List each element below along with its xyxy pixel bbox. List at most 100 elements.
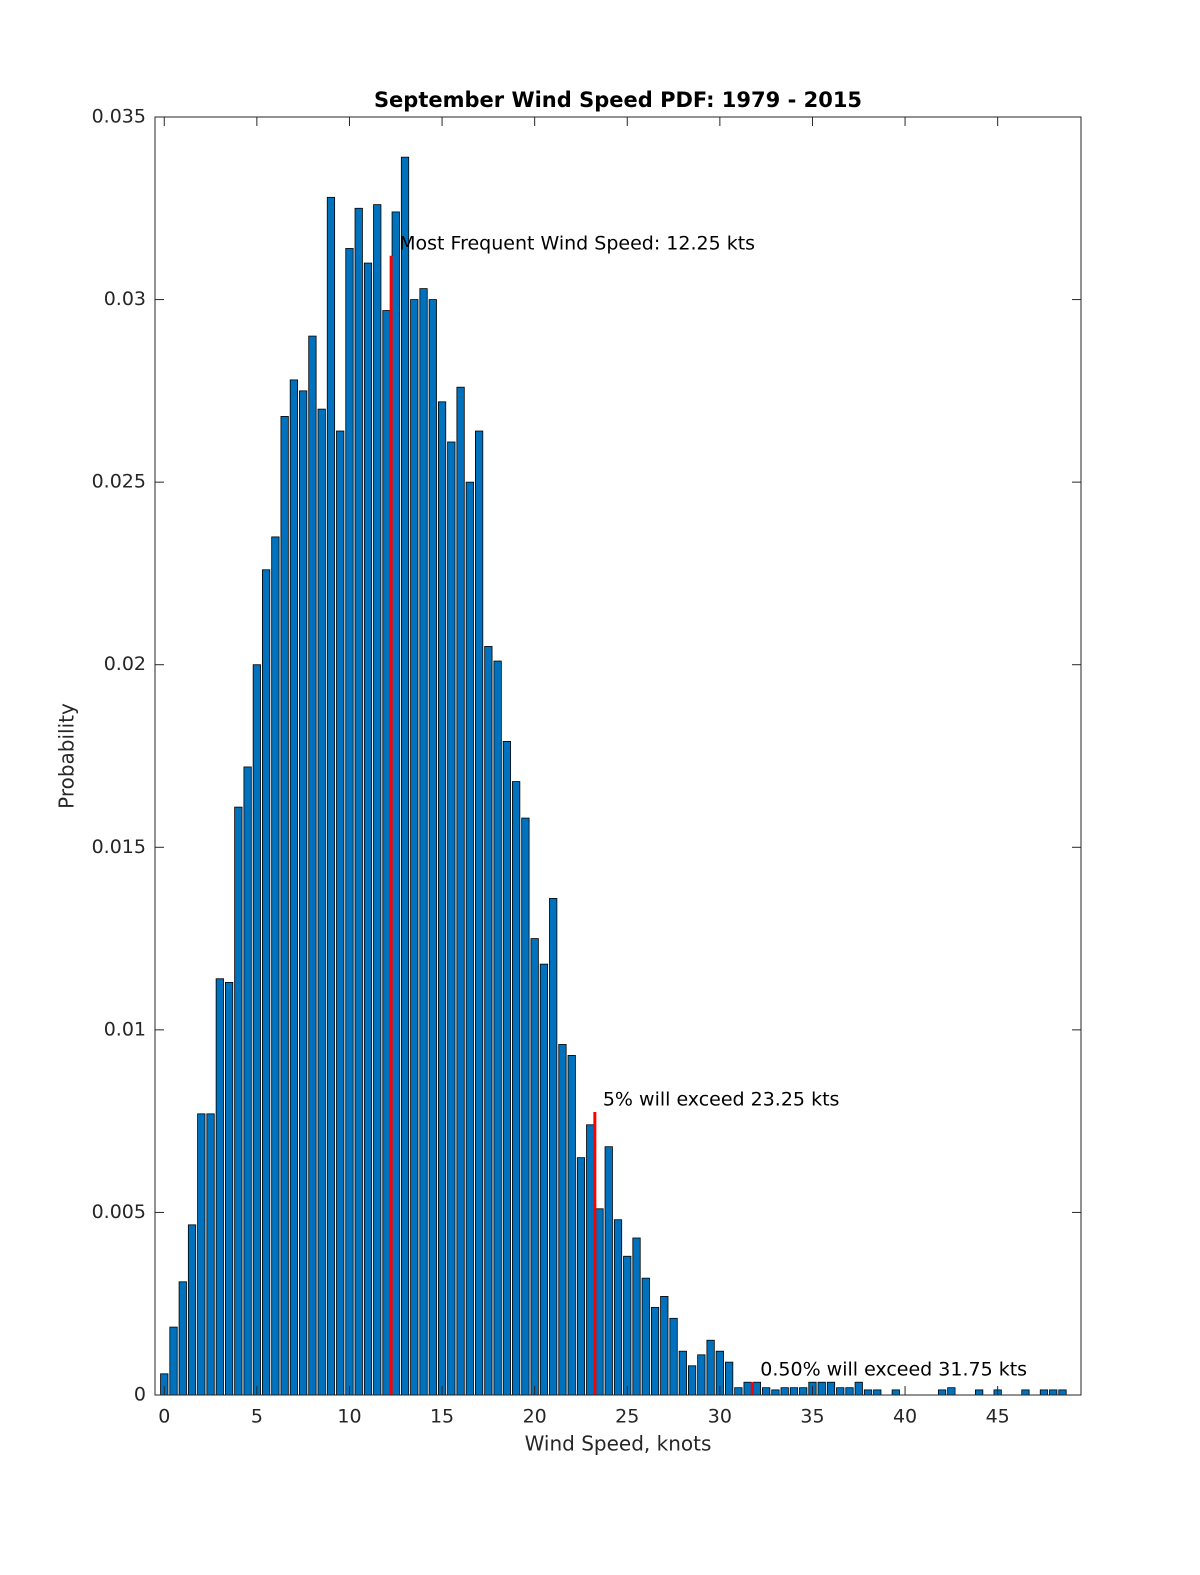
bar — [567, 1055, 576, 1396]
bar — [1039, 1389, 1049, 1396]
x-tick-label: 35 — [800, 1406, 824, 1428]
x-tick-label: 0 — [158, 1406, 170, 1428]
bar — [530, 938, 539, 1396]
y-tick-label: 0.035 — [92, 106, 146, 128]
x-tick-label: 45 — [986, 1406, 1010, 1428]
bar — [623, 1255, 632, 1396]
x-tick-label: 20 — [523, 1406, 547, 1428]
x-tick-label: 10 — [337, 1406, 361, 1428]
bar — [326, 196, 336, 1396]
bar — [669, 1317, 678, 1396]
x-tick-label: 40 — [893, 1406, 917, 1428]
bar — [826, 1381, 836, 1396]
y-axis-label: Probability — [55, 703, 79, 809]
bar — [873, 1389, 882, 1396]
bar — [484, 646, 493, 1396]
bar — [854, 1381, 863, 1396]
bar — [937, 1389, 947, 1396]
bar — [187, 1224, 197, 1396]
bar — [975, 1389, 984, 1396]
bar — [363, 262, 373, 1396]
bar — [299, 390, 308, 1396]
bar — [734, 1387, 743, 1396]
bar — [1021, 1389, 1030, 1396]
bar — [382, 310, 391, 1396]
bar — [289, 379, 299, 1396]
bar — [215, 978, 224, 1396]
axes-box — [154, 116, 1082, 1396]
bar — [206, 1113, 215, 1396]
bar — [650, 1306, 660, 1396]
bar — [1058, 1389, 1067, 1396]
bar — [845, 1387, 854, 1396]
bar — [243, 766, 252, 1396]
bar — [743, 1381, 752, 1396]
bar — [400, 156, 410, 1396]
bar — [586, 1124, 595, 1396]
x-tick-label: 25 — [615, 1406, 639, 1428]
bar — [234, 806, 243, 1396]
x-tick-label: 15 — [430, 1406, 454, 1428]
bar — [697, 1354, 706, 1396]
bar — [836, 1387, 845, 1396]
bar — [613, 1219, 623, 1396]
bar — [502, 740, 511, 1396]
bar — [308, 335, 317, 1396]
bar — [891, 1389, 900, 1396]
bar — [752, 1381, 762, 1396]
bar — [197, 1113, 206, 1396]
bar — [373, 204, 382, 1396]
bar — [799, 1387, 808, 1396]
bar — [178, 1281, 187, 1396]
bar — [863, 1389, 873, 1396]
bar — [252, 664, 261, 1396]
bar — [706, 1339, 715, 1396]
bar — [493, 660, 502, 1396]
bar — [558, 1044, 567, 1396]
bar — [271, 536, 280, 1396]
bar — [762, 1387, 771, 1396]
bar — [280, 416, 289, 1396]
bar — [1049, 1389, 1058, 1396]
y-tick-label: 0.025 — [92, 471, 146, 493]
bar — [771, 1389, 780, 1396]
bar — [317, 408, 326, 1396]
bar — [678, 1350, 687, 1396]
bar — [660, 1296, 669, 1396]
bar — [391, 211, 400, 1396]
y-tick-label: 0.01 — [104, 1018, 146, 1040]
bar — [521, 817, 530, 1396]
bar — [336, 430, 345, 1396]
x-axis-label: Wind Speed, knots — [525, 1432, 712, 1456]
bar — [262, 569, 271, 1396]
x-tick-label: 30 — [708, 1406, 732, 1428]
bar — [725, 1361, 734, 1396]
bar — [465, 481, 474, 1396]
bar — [512, 781, 521, 1396]
annotation: 5% will exceed 23.25 kts — [603, 1089, 840, 1111]
bar — [595, 1208, 604, 1396]
bar — [419, 288, 428, 1396]
bar — [604, 1146, 613, 1396]
chart-title: September Wind Speed PDF: 1979 - 2015 — [374, 88, 862, 112]
y-tick-label: 0.02 — [104, 653, 146, 675]
bar — [447, 441, 456, 1396]
bar — [410, 299, 419, 1396]
bar — [539, 963, 549, 1396]
x-tick-label: 5 — [251, 1406, 263, 1428]
annotation: Most Frequent Wind Speed: 12.25 kts — [399, 232, 755, 254]
bar — [224, 981, 234, 1396]
annotation: 0.50% will exceed 31.75 kts — [760, 1359, 1027, 1381]
bar — [687, 1365, 697, 1396]
bar — [169, 1326, 178, 1396]
bar — [632, 1237, 641, 1396]
bar — [474, 430, 484, 1396]
bar — [780, 1387, 789, 1396]
bar — [817, 1381, 826, 1396]
bar — [789, 1387, 799, 1396]
bar — [641, 1277, 650, 1396]
bar — [576, 1157, 586, 1396]
y-tick-label: 0 — [134, 1384, 146, 1406]
bar — [428, 299, 437, 1396]
bar — [437, 401, 447, 1396]
